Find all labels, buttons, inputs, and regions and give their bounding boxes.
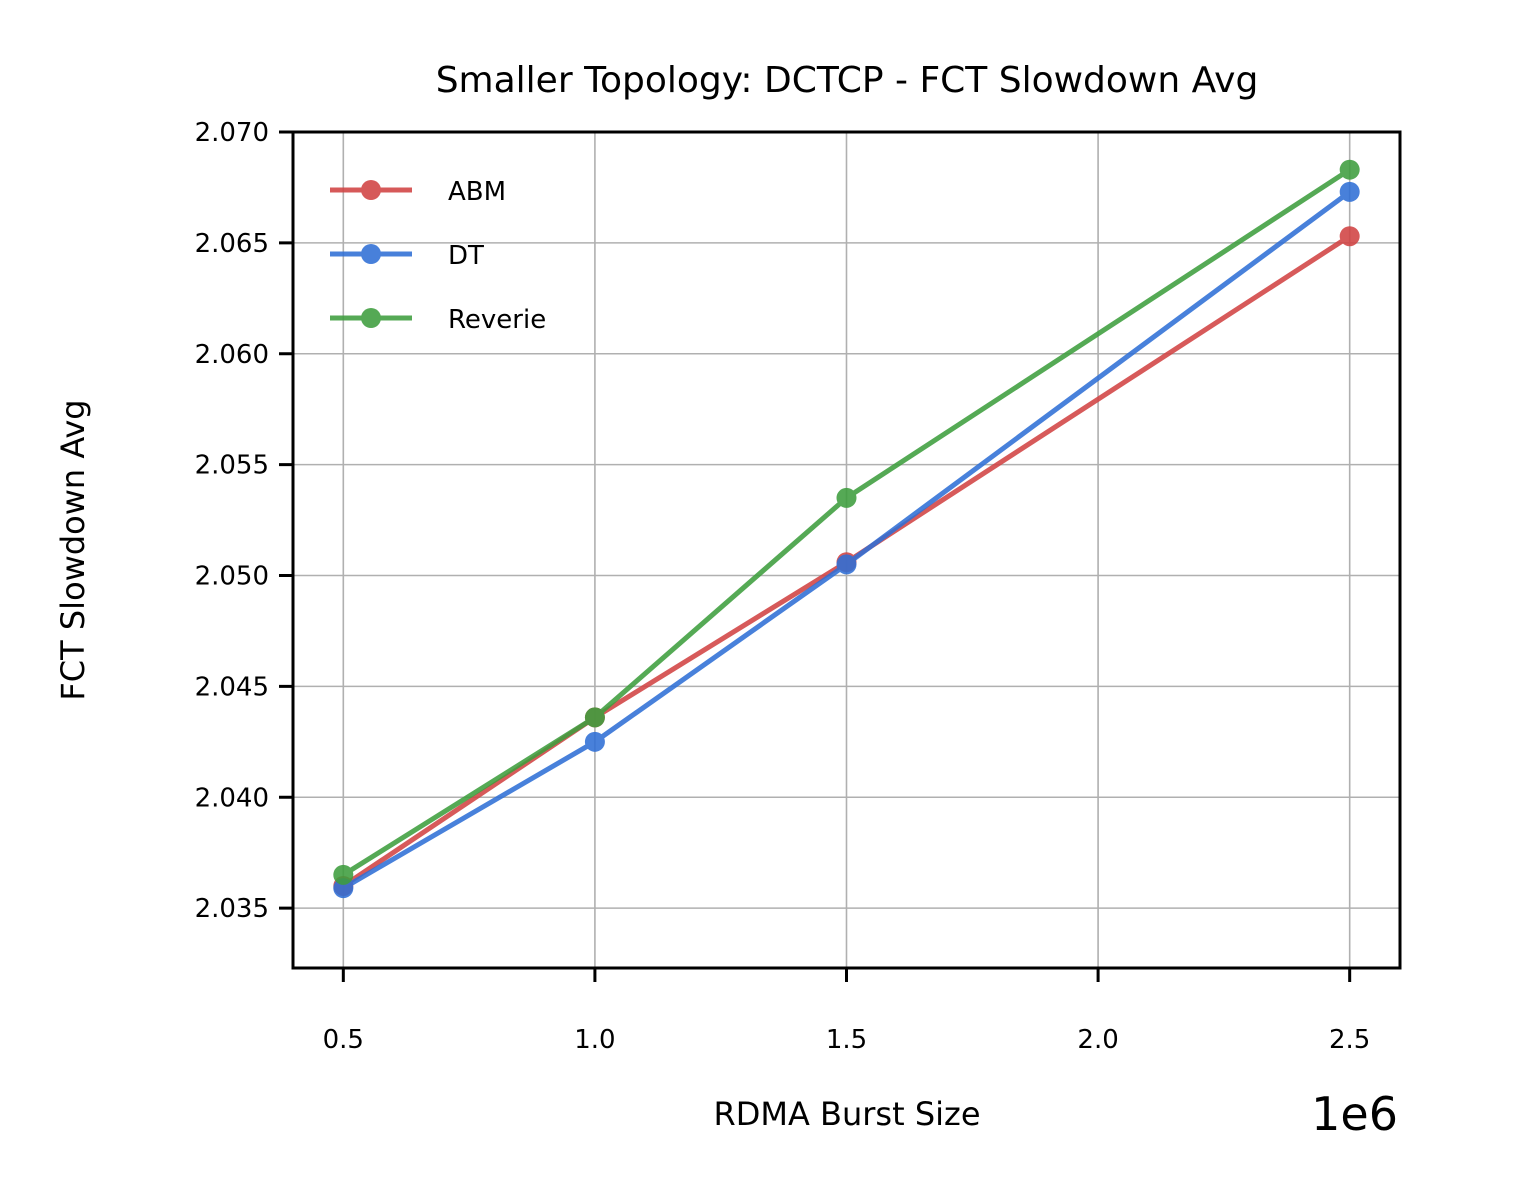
y-tick-label: 2.050: [195, 562, 269, 592]
legend-item-dt: [330, 244, 412, 264]
series-reverie: [333, 159, 1360, 885]
x-tick-label: 0.5: [323, 1025, 364, 1055]
y-tick-label: 2.035: [195, 894, 269, 924]
data-point: [836, 487, 857, 508]
chart-title: Smaller Topology: DCTCP - FCT Slowdown A…: [436, 60, 1259, 101]
series-dt: [333, 181, 1360, 899]
data-point: [1339, 226, 1360, 247]
legend-marker: [361, 308, 381, 328]
series-line: [340, 189, 1353, 891]
y-axis-label: FCT Slowdown Avg: [54, 399, 92, 700]
x-tick-label: 2.5: [1329, 1025, 1370, 1055]
data-point: [584, 707, 605, 728]
data-point: [1339, 181, 1360, 202]
data-point: [836, 554, 857, 575]
legend-item-reverie: [330, 308, 412, 328]
y-tick-label: 2.040: [195, 783, 269, 813]
y-tick-label: 2.065: [195, 229, 269, 259]
x-tick-label: 2.0: [1077, 1025, 1118, 1055]
y-tick-label: 2.060: [195, 340, 269, 370]
legend-item-abm: [330, 180, 412, 200]
legend-label: DT: [448, 241, 484, 271]
series-line: [340, 167, 1353, 878]
legend-label: ABM: [448, 177, 506, 207]
series-line: [340, 233, 1353, 889]
legend-marker: [361, 180, 381, 200]
data-point: [1339, 159, 1360, 180]
legend: ABM DT Reverie: [330, 177, 546, 335]
data-point: [584, 731, 605, 752]
ticks: 0.5 1.0 1.5 2.0 2.5 2.035 2.040 2.045 2.050 2.055…: [195, 118, 1371, 1055]
x-tick-label: 1.0: [574, 1025, 615, 1055]
x-axis-label: RDMA Burst Size: [713, 1095, 980, 1133]
series-layer: [333, 159, 1360, 899]
data-point: [333, 864, 354, 885]
x-offset-label: 1e6: [1311, 1087, 1398, 1141]
legend-label: Reverie: [448, 305, 546, 335]
y-tick-label: 2.055: [195, 451, 269, 481]
y-tick-label: 2.045: [195, 672, 269, 702]
legend-marker: [361, 244, 381, 264]
x-tick-label: 1.5: [826, 1025, 867, 1055]
y-tick-label: 2.070: [195, 118, 269, 148]
